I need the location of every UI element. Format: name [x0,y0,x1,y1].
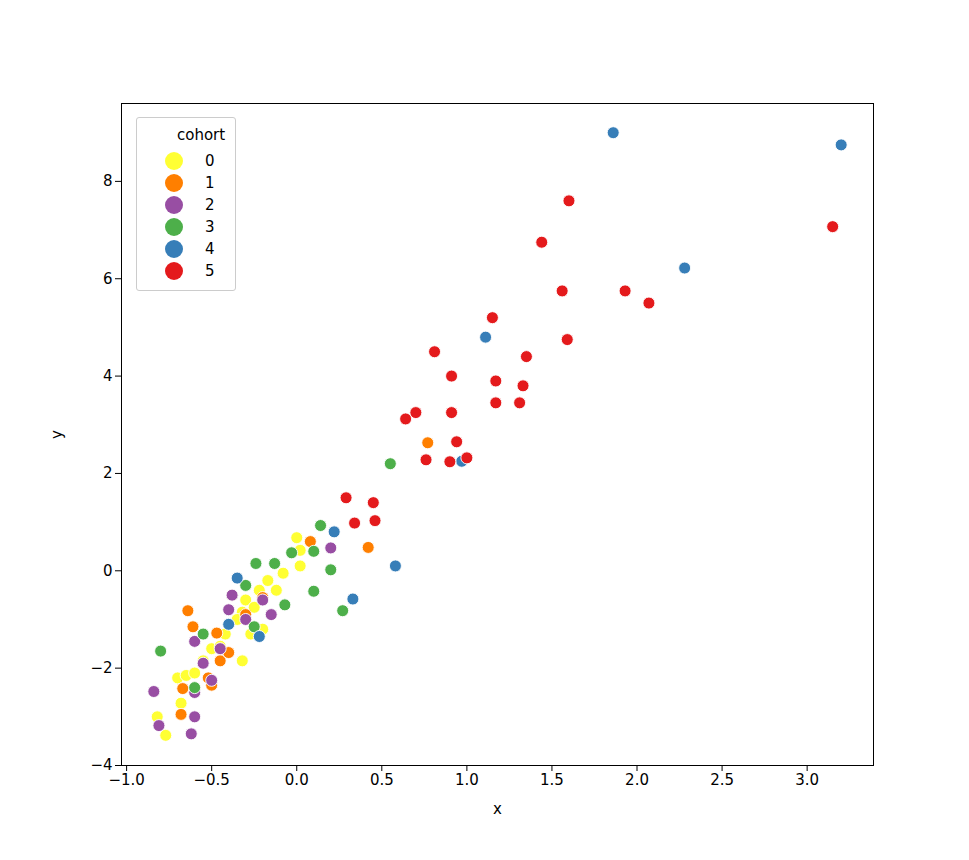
html-text:4: 4 [205,240,215,258]
svg-text:3.0: 3.0 [795,771,819,789]
svg-text:0: 0 [103,562,113,580]
html-text:5: 5 [205,262,215,280]
svg-text:2.0: 2.0 [625,771,649,789]
html-text:0: 0 [205,152,215,170]
html-text:2: 2 [205,196,215,214]
svg-text:0.5: 0.5 [370,771,394,789]
svg-text:−4: −4 [90,756,113,775]
svg-text:1.0: 1.0 [455,771,479,789]
svg-text:−0.5: −0.5 [193,771,229,789]
html-text:3: 3 [205,218,215,236]
svg-text:x: x [493,800,502,818]
svg-text:4: 4 [103,367,113,385]
html-text:1: 1 [205,174,215,192]
svg-text:1.5: 1.5 [540,771,564,789]
svg-text:−2: −2 [90,659,112,677]
svg-text:6: 6 [103,270,113,288]
svg-text:y: y [48,430,66,439]
svg-text:2.5: 2.5 [710,771,734,789]
svg-text:0.0: 0.0 [285,771,309,789]
svg-text:8: 8 [103,172,113,190]
svg-text:−1.0: −1.0 [108,771,144,789]
html-text:cohort: cohort [177,126,226,144]
svg-text:2: 2 [103,464,113,482]
